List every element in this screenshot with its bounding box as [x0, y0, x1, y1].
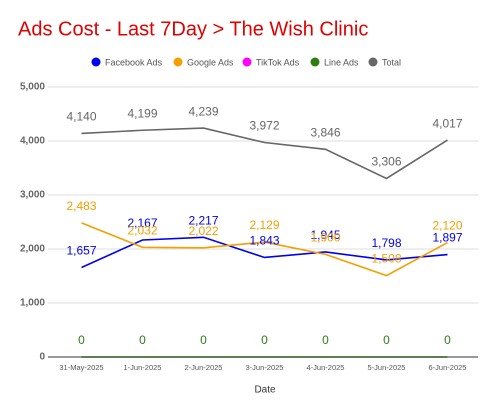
chart-title: Ads Cost - Last 7Day > The Wish Clinic [18, 18, 368, 40]
data-label: 3,846 [310, 125, 340, 139]
x-axis-label: Date [254, 385, 276, 396]
data-label: 0 [261, 333, 268, 347]
data-label: 4,140 [66, 110, 96, 124]
y-tick-label: 3,000 [20, 190, 45, 201]
x-tick-label: 2-Jun-2025 [185, 363, 223, 372]
data-label: 0 [200, 333, 207, 347]
x-tick-label: 5-Jun-2025 [368, 363, 406, 372]
data-label: 1,798 [371, 236, 401, 250]
y-tick-label: 4,000 [20, 136, 45, 147]
x-tick-label: 3-Jun-2025 [246, 363, 284, 372]
data-label: 2,129 [249, 218, 279, 232]
legend-marker [310, 57, 320, 67]
data-label: 1,657 [66, 244, 96, 258]
data-label: 0 [383, 333, 390, 347]
data-label: 2,120 [432, 219, 462, 233]
y-tick-label: 5,000 [20, 82, 45, 93]
legend-label: Total [382, 57, 401, 67]
data-label: 0 [322, 333, 329, 347]
x-tick-label: 4-Jun-2025 [307, 363, 345, 372]
x-tick-label: 6-Jun-2025 [429, 363, 467, 372]
legend-label: Facebook Ads [105, 57, 163, 67]
legend-label: Line Ads [324, 57, 359, 67]
x-tick-label: 1-Jun-2025 [124, 363, 162, 372]
y-tick-label: 1,000 [20, 298, 45, 309]
series-line [81, 222, 448, 277]
y-tick-label: 2,000 [20, 244, 45, 255]
y-tick-label: 0 [39, 352, 45, 363]
data-label: 2,032 [127, 223, 157, 237]
series-line [81, 236, 448, 269]
data-label: 2,483 [66, 199, 96, 213]
legend-marker [242, 57, 252, 67]
data-label: 4,239 [188, 104, 218, 118]
data-label: 1,897 [432, 231, 462, 245]
data-label: 3,972 [249, 119, 279, 133]
series-line [81, 127, 448, 180]
data-label: 0 [78, 333, 85, 347]
data-label: 1,508 [371, 252, 401, 266]
data-label: 4,199 [127, 106, 157, 120]
legend-label: TikTok Ads [256, 57, 300, 67]
legend-marker [91, 57, 101, 67]
data-label: 3,306 [371, 155, 401, 169]
x-tick-label: 31-May-2025 [59, 363, 103, 372]
data-label: 1,900 [310, 231, 340, 245]
data-label: 2,167 [127, 216, 157, 230]
data-label: 2,217 [188, 213, 218, 227]
legend-label: Google Ads [187, 57, 234, 67]
data-label: 2,022 [188, 224, 218, 238]
data-label: 1,843 [249, 234, 279, 248]
legend-marker [368, 57, 378, 67]
legend-marker [173, 57, 183, 67]
data-label: 1,945 [310, 228, 340, 242]
data-label: 0 [444, 333, 451, 347]
data-label: 0 [139, 333, 146, 347]
data-label: 4,017 [432, 116, 462, 130]
